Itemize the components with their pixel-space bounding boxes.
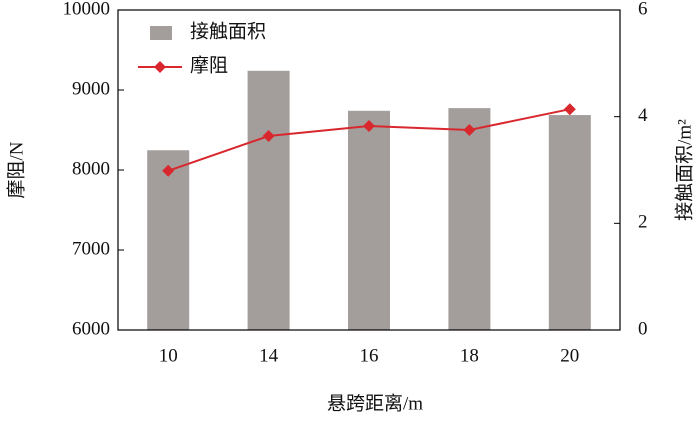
- marker: [363, 120, 375, 132]
- x-tick-label: 16: [360, 345, 379, 366]
- y-tick-label: 7000: [72, 238, 110, 259]
- bar: [448, 108, 491, 330]
- x-tick-label: 20: [560, 345, 579, 366]
- y-tick-label: 8000: [72, 158, 110, 179]
- plot-frame: [117, 9, 621, 331]
- y2-tick-label: 0: [638, 318, 648, 339]
- marker: [162, 164, 175, 177]
- y-tick-label: 9000: [72, 78, 110, 99]
- legend-marker: [154, 61, 166, 73]
- y-tick-label: 6000: [72, 318, 110, 339]
- x-tick-label: 14: [259, 345, 279, 366]
- legend-label: 接触面积: [190, 20, 266, 42]
- bar: [247, 70, 290, 331]
- x-tick-label: 10: [159, 345, 178, 366]
- y2-tick-label: 2: [638, 212, 648, 233]
- legend-label: 摩阻: [190, 54, 228, 76]
- bar: [548, 115, 591, 330]
- marker: [563, 103, 576, 116]
- y-axis-label: 摩阻/N: [5, 141, 27, 198]
- bar: [147, 150, 190, 330]
- y2-tick-label: 4: [638, 105, 648, 126]
- legend-swatch: [150, 26, 172, 40]
- y-tick-label: 10000: [63, 0, 111, 19]
- y2-tick-label: 6: [638, 0, 648, 19]
- x-tick-label: 18: [460, 345, 479, 366]
- marker: [262, 130, 275, 142]
- marker: [463, 124, 476, 136]
- y2-axis-label: 接触面积/m²: [673, 119, 695, 221]
- x-axis-label: 悬跨距离/m: [327, 392, 423, 414]
- bar: [348, 110, 390, 330]
